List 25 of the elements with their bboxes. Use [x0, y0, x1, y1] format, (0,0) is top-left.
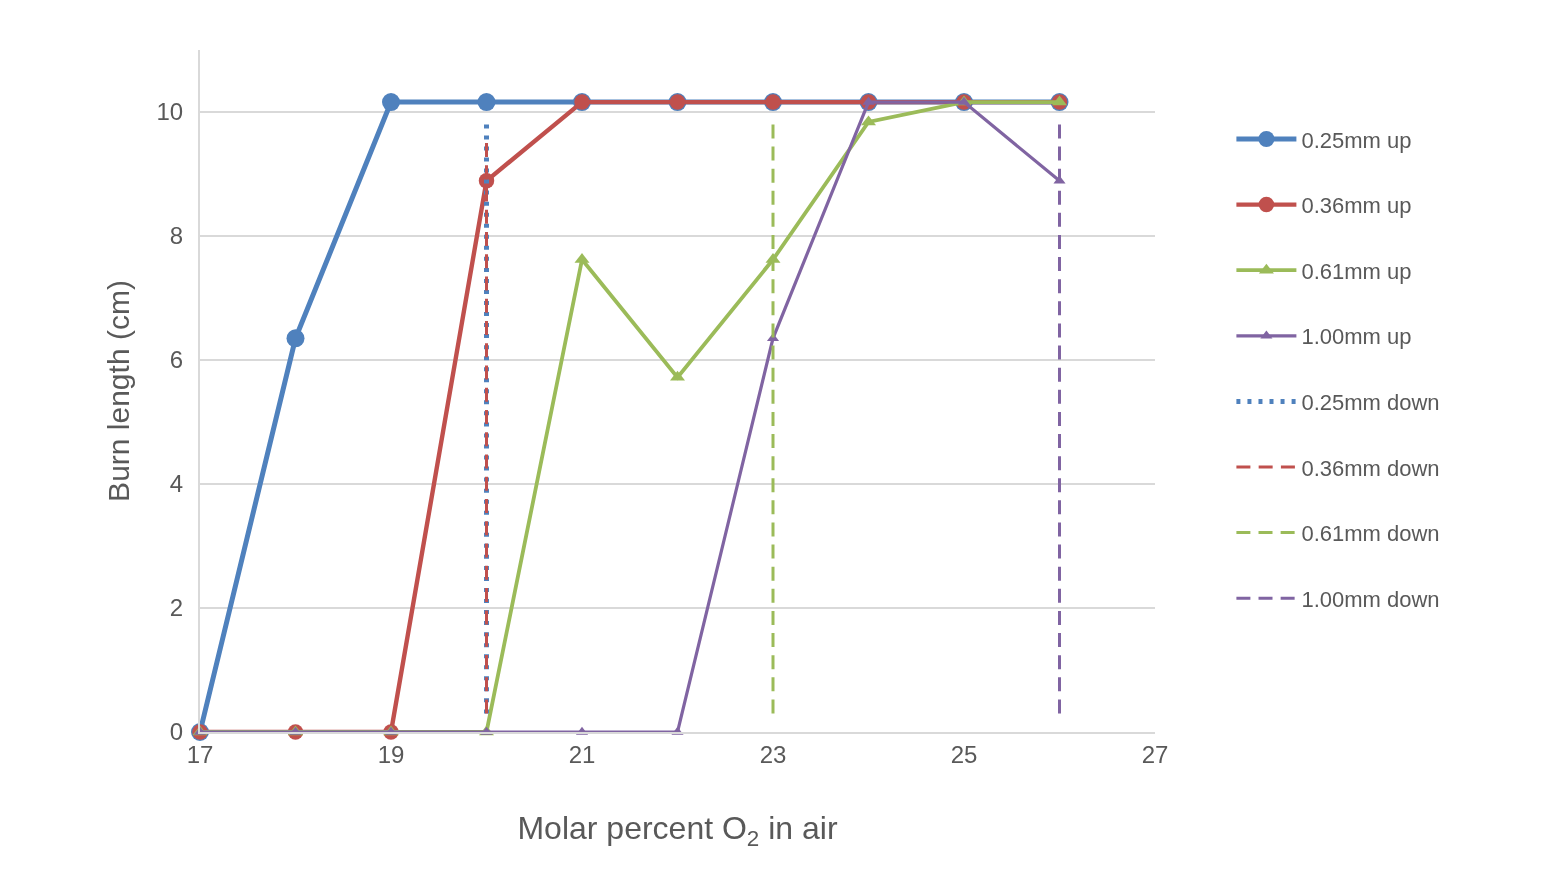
legend-label: 1.00mm down	[1301, 586, 1440, 612]
point	[286, 329, 305, 348]
x-axis-title: Molar percent O$_{2}$ in air	[517, 810, 838, 851]
point	[382, 93, 400, 112]
y-tick-label: 10	[156, 98, 184, 126]
x-tick-label: 21	[568, 740, 596, 768]
y-tick-label: 8	[169, 222, 184, 250]
legend-label: 1.00mm up	[1301, 324, 1412, 350]
x-tick-label: 25	[950, 740, 978, 768]
legend-label: 0.61mm down	[1301, 521, 1440, 547]
y-tick-label: 2	[169, 594, 184, 622]
x-tick-label: 23	[759, 740, 787, 768]
legend-label: 0.61mm up	[1301, 258, 1412, 284]
point	[477, 93, 496, 112]
x-tick-label: 17	[186, 740, 214, 768]
legend-label: 0.25mm down	[1301, 389, 1440, 415]
y-tick-label: 4	[169, 470, 184, 498]
y-tick-label: 0	[169, 718, 184, 746]
x-tick-label: 19	[377, 740, 405, 768]
y-tick-label: 6	[169, 346, 184, 374]
legend-label: 0.36mm down	[1301, 455, 1440, 481]
y-axis-title: Burn length (cm)	[102, 280, 135, 502]
x-tick-label: 27	[1141, 740, 1169, 768]
legend-label: 0.25mm up	[1301, 127, 1412, 153]
legend-label: 0.36mm up	[1301, 193, 1412, 219]
